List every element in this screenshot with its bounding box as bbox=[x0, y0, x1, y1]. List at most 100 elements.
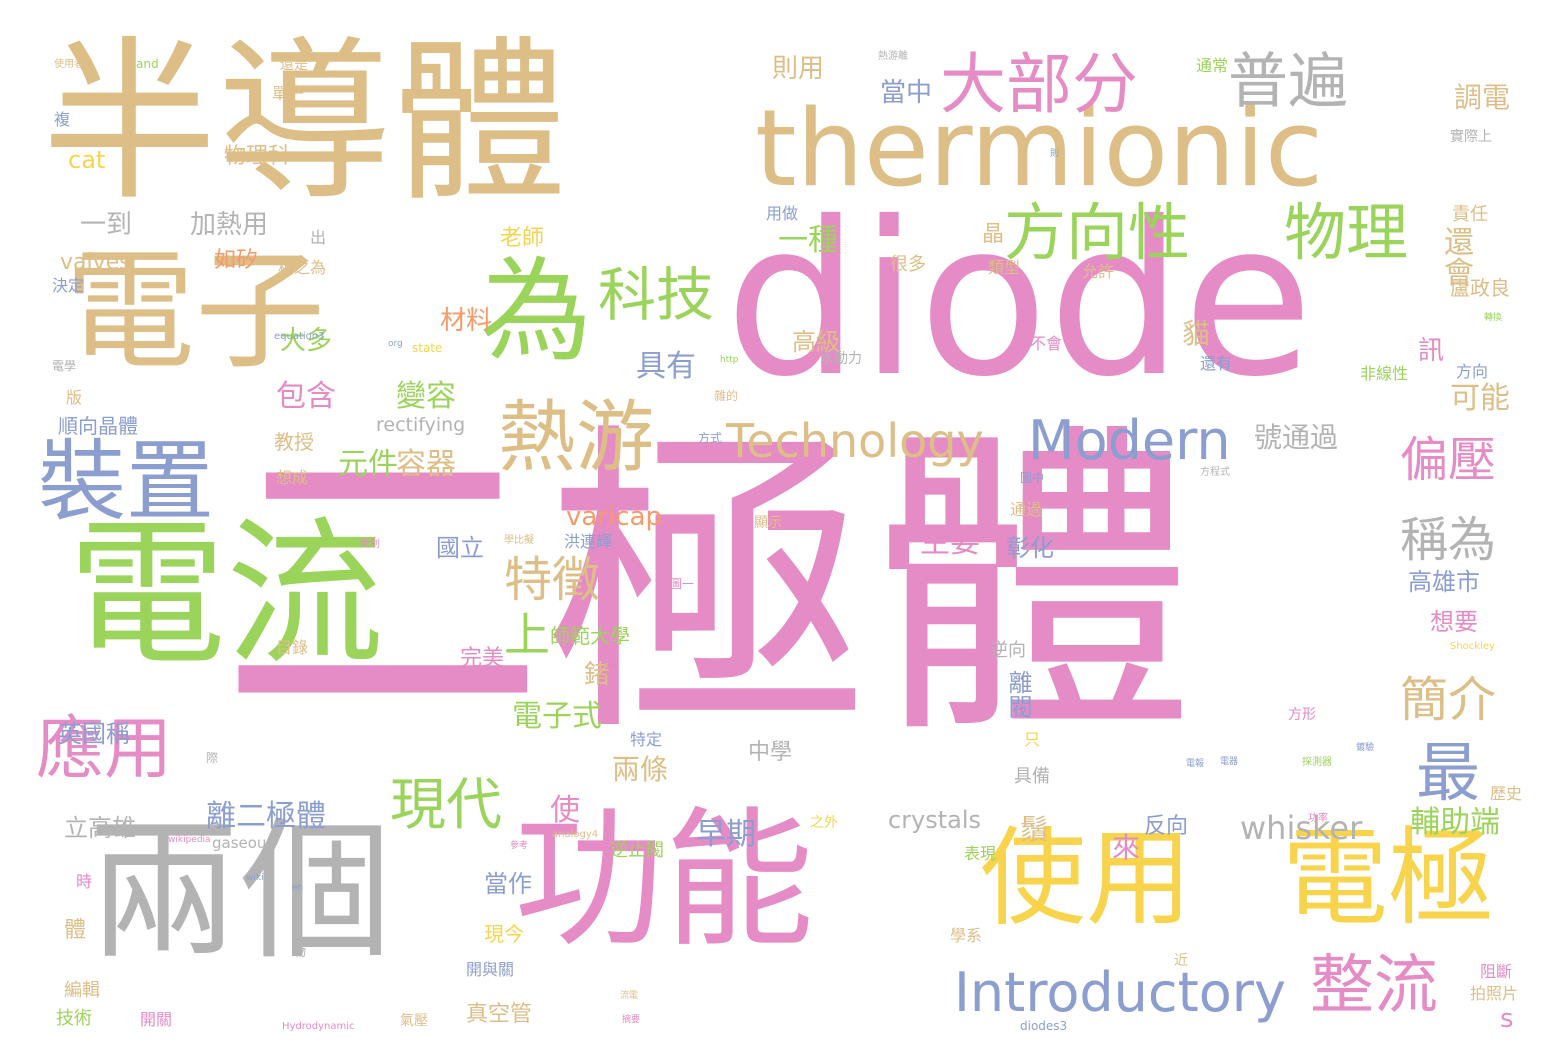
word: wikipedia bbox=[168, 835, 211, 845]
word: 鍺 bbox=[584, 660, 611, 690]
word: 際 bbox=[206, 751, 219, 765]
word: 為 bbox=[480, 247, 592, 377]
word: 當中 bbox=[880, 78, 933, 108]
word: Introductory bbox=[954, 961, 1286, 1024]
word: 離二極體 bbox=[206, 799, 326, 834]
word: 方程式 bbox=[1200, 467, 1230, 478]
word: 拍照片 bbox=[1470, 984, 1519, 1003]
word: 盧政良 bbox=[1450, 276, 1510, 300]
word: Hydrodynamic bbox=[282, 1021, 355, 1032]
word: 晶 bbox=[982, 222, 1005, 247]
word: 加熱用 bbox=[190, 210, 269, 240]
word: 來 bbox=[1112, 831, 1141, 864]
word: 電報 bbox=[1186, 759, 1205, 769]
word: 真空管 bbox=[466, 1002, 533, 1027]
word: 稱為 bbox=[1400, 512, 1497, 568]
word: 貓 bbox=[1182, 317, 1211, 350]
word: 物理科 bbox=[224, 144, 291, 169]
word: 物理 bbox=[1284, 196, 1409, 269]
word: 號通過 bbox=[1254, 421, 1339, 454]
word: 立高雄 bbox=[64, 814, 136, 842]
word: crystals bbox=[888, 806, 982, 834]
word: 探測器 bbox=[1302, 757, 1332, 768]
word: 科技 bbox=[598, 261, 715, 329]
word: 逆止閥 bbox=[610, 840, 664, 861]
word: 鍍驗 bbox=[1356, 743, 1375, 753]
word: 使 bbox=[550, 793, 580, 828]
word: 雜的 bbox=[714, 389, 739, 403]
word: 死利 bbox=[360, 539, 380, 550]
word: 實際上 bbox=[1450, 129, 1492, 145]
word: 可能 bbox=[1450, 381, 1510, 416]
word: 目錄 bbox=[276, 638, 309, 657]
word: 簡介 bbox=[1400, 672, 1497, 728]
word: 師範大學 bbox=[550, 624, 630, 648]
word: 之外 bbox=[810, 815, 838, 831]
word: 歷史 bbox=[1490, 784, 1523, 803]
word: Technology bbox=[726, 414, 984, 468]
word: en bbox=[292, 883, 304, 893]
word: 具備 bbox=[1014, 766, 1050, 787]
word: diodes3 bbox=[1020, 1019, 1068, 1033]
word: 半導體 bbox=[42, 22, 567, 225]
word: thermionic bbox=[755, 87, 1324, 210]
word: 老師 bbox=[500, 226, 545, 251]
word: 還有 bbox=[1200, 354, 1233, 373]
word-cloud: 二極體 diode 半導體 電流 兩個 功能 電子 thermionic 使用 … bbox=[20, 16, 1528, 1036]
word: 時 bbox=[76, 872, 93, 891]
word: 學系 bbox=[950, 926, 983, 945]
word: Modern bbox=[1028, 409, 1231, 472]
word: 熱游 bbox=[498, 393, 655, 483]
word: 順向晶體 bbox=[58, 414, 138, 438]
word: equation3 bbox=[274, 331, 325, 342]
word: http bbox=[720, 355, 739, 365]
word: 洪連輝 bbox=[564, 532, 613, 551]
word: 開關 bbox=[140, 1010, 173, 1029]
word: 單一 bbox=[272, 84, 305, 103]
word: 阻斷 bbox=[1480, 962, 1513, 981]
word: 訊 bbox=[1418, 336, 1445, 366]
word: 則 bbox=[1050, 149, 1060, 159]
word: 技術 bbox=[56, 1008, 92, 1029]
word: 高級 bbox=[792, 328, 840, 356]
word: 功能 bbox=[514, 794, 815, 968]
word: 現代 bbox=[390, 773, 502, 838]
word: 流電 bbox=[620, 991, 639, 1001]
word: 應用 bbox=[36, 710, 173, 789]
word: 特徵 bbox=[504, 552, 601, 608]
word: 數 bbox=[1150, 159, 1161, 172]
word: 普遍 bbox=[1228, 47, 1348, 117]
word: 非線性 bbox=[1360, 364, 1409, 383]
word: 反向 bbox=[1144, 814, 1189, 839]
word: 顯示 bbox=[754, 515, 782, 531]
word: org bbox=[388, 339, 403, 349]
word: diode bbox=[725, 176, 1314, 423]
word: 電流 bbox=[68, 503, 384, 687]
word: 參考 bbox=[510, 841, 529, 851]
word: 偏壓 bbox=[1400, 432, 1497, 488]
word: 責任 bbox=[1452, 204, 1488, 225]
word: 變容 bbox=[396, 379, 456, 414]
word: 體 bbox=[64, 918, 87, 943]
word: 功率 bbox=[1308, 813, 1328, 824]
word: 近 bbox=[1174, 953, 1188, 969]
word: 只 bbox=[1024, 730, 1041, 749]
word: 學比擬 bbox=[504, 535, 534, 546]
word: 現今 bbox=[484, 922, 524, 946]
word: 一到 bbox=[80, 210, 133, 240]
word: 通過 bbox=[1010, 500, 1043, 519]
word: 使用者 bbox=[54, 59, 84, 70]
word: 裝置 bbox=[38, 430, 215, 533]
word: 方形 bbox=[1288, 707, 1316, 723]
word: 方向 bbox=[1456, 362, 1489, 381]
word: 一種 bbox=[778, 223, 838, 258]
word: 輔助端 bbox=[1410, 805, 1500, 840]
word: 電子 bbox=[65, 235, 326, 387]
word: 整流 bbox=[1310, 949, 1438, 1023]
word: 還是 bbox=[280, 57, 308, 73]
word: 用做 bbox=[766, 204, 799, 223]
word: 彰化 bbox=[1006, 534, 1054, 562]
word: 想要 bbox=[1430, 608, 1478, 636]
word: 轉換 bbox=[1484, 313, 1503, 323]
word: 允許 bbox=[1082, 262, 1115, 281]
